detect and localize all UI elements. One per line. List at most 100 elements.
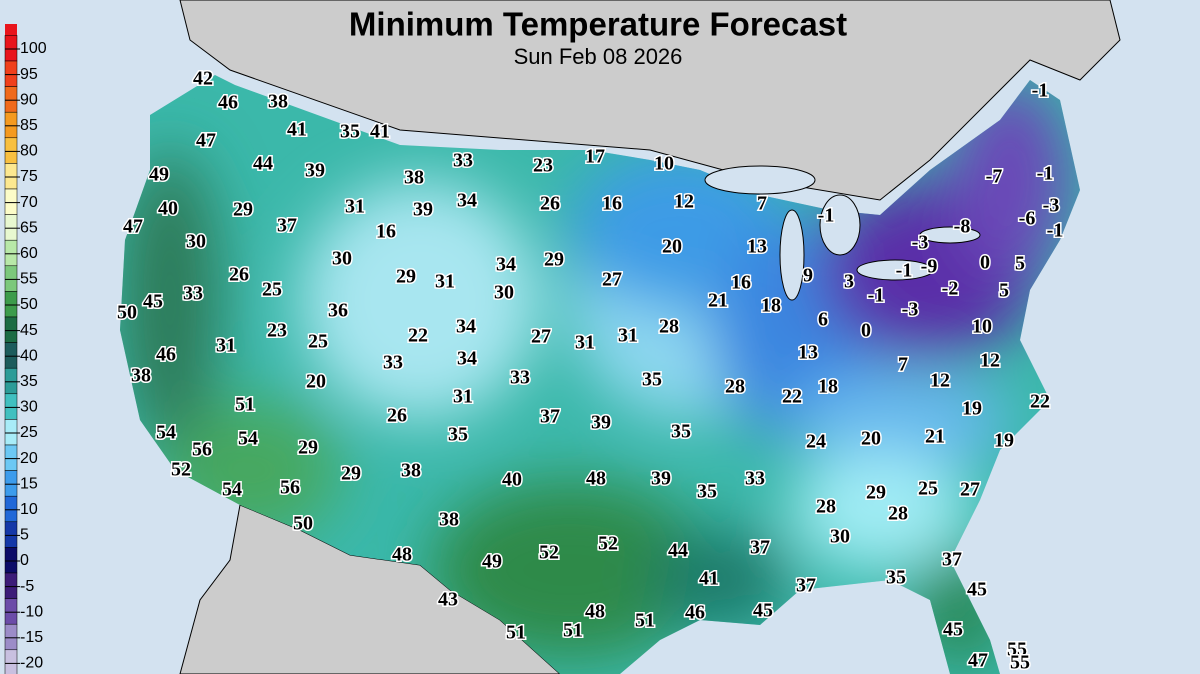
temperature-label: 0: [980, 252, 990, 274]
legend-label: 15: [20, 475, 38, 492]
temperature-label: 47: [196, 130, 216, 152]
legend-label: 45: [20, 322, 38, 339]
legend-label: 50: [20, 296, 38, 313]
temperature-label: 18: [761, 295, 781, 317]
temperature-label: 6: [818, 309, 828, 331]
temperature-label: 31: [453, 386, 473, 408]
temperature-label: 35: [671, 421, 691, 443]
color-bar-segment: [4, 60, 18, 87]
temperature-label: 33: [510, 367, 530, 389]
temperature-label: 10: [972, 316, 992, 338]
color-bar-segment: [4, 393, 18, 420]
temperature-label: 26: [387, 405, 407, 427]
temperature-label: 35: [697, 481, 717, 503]
temperature-label: 29: [866, 482, 886, 504]
temperature-label: 5: [1015, 253, 1025, 275]
temperature-label: 49: [482, 551, 502, 573]
temperature-label: 45: [753, 600, 773, 622]
temperature-label: 22: [782, 386, 802, 408]
temperature-label: 19: [994, 430, 1014, 452]
legend-label: 40: [20, 347, 38, 364]
temperature-label: 55: [1007, 639, 1027, 661]
temperature-label: 24: [806, 431, 826, 453]
temperature-label: 40: [502, 469, 522, 491]
color-bar-segment: [4, 521, 18, 548]
temperature-label: 42: [193, 68, 213, 90]
temperature-label: 46: [685, 602, 705, 624]
legend-label: 70: [20, 194, 38, 211]
temperature-label: 37: [750, 537, 770, 559]
temperature-label: 21: [925, 426, 945, 448]
color-bar-segment: [4, 35, 18, 62]
temperature-label: 45: [143, 291, 163, 313]
color-bar-segment: [4, 547, 18, 574]
temperature-label: 28: [659, 316, 679, 338]
legend: 1009590858075706560555045403530252015105…: [4, 24, 47, 674]
temperature-label: 20: [306, 371, 326, 393]
temperature-label: 35: [448, 424, 468, 446]
temperature-label: 31: [345, 196, 365, 218]
legend-label: 5: [20, 527, 29, 544]
temperature-label: 51: [235, 394, 255, 416]
temperature-label: 38: [131, 365, 151, 387]
temperature-label: 35: [642, 369, 662, 391]
temperature-label: 46: [156, 344, 176, 366]
temperature-label: 20: [662, 236, 682, 258]
temperature-label: 49: [149, 164, 169, 186]
temperature-label: 56: [280, 477, 300, 499]
legend-label: 65: [20, 219, 38, 236]
legend-label: 55: [20, 271, 38, 288]
color-bar-segment: [4, 419, 18, 446]
temperature-label: 45: [967, 579, 987, 601]
temperature-label: 29: [298, 437, 318, 459]
temperature-label: 28: [888, 503, 908, 525]
temperature-label: 18: [818, 376, 838, 398]
color-bar-segment: [4, 444, 18, 471]
legend-label: 0: [20, 552, 29, 569]
temperature-label: -2: [942, 278, 959, 300]
temperature-label: 39: [651, 468, 671, 490]
temperature-label: 34: [457, 348, 477, 370]
temperature-label: 30: [332, 248, 352, 270]
temperature-label: 28: [816, 496, 836, 518]
temperature-label: 56: [192, 439, 212, 461]
legend-label: 25: [20, 424, 38, 441]
temperature-label: 30: [494, 282, 514, 304]
color-bar-segment: [4, 239, 18, 267]
temperature-label: 39: [305, 160, 325, 182]
color-bar-segment: [4, 137, 18, 164]
legend-label: -20: [20, 655, 43, 672]
temperature-label: 29: [544, 249, 564, 271]
temperature-label: 48: [585, 601, 605, 623]
temperature-label: 25: [918, 478, 938, 500]
temperature-label: 26: [229, 264, 249, 286]
temperature-label: 17: [585, 146, 605, 168]
temperature-label: 13: [798, 342, 818, 364]
temperature-label: 33: [745, 468, 765, 490]
temperature-label: 52: [598, 533, 618, 555]
color-bar-segment: [4, 111, 18, 139]
temperature-label: 31: [216, 335, 236, 357]
temperature-label: 30: [830, 526, 850, 548]
temperature-label: 7: [898, 354, 908, 376]
temperature-label: 48: [392, 544, 412, 566]
temperature-label: 45: [943, 619, 963, 641]
color-bar-top: [5, 24, 17, 36]
temperature-label: 12: [930, 370, 950, 392]
legend-label: -10: [20, 603, 43, 620]
temperature-label: 47: [123, 216, 143, 238]
temperature-label: 29: [341, 463, 361, 485]
color-bar-segment: [4, 342, 18, 369]
temperature-label: 9: [803, 265, 813, 287]
color-bar-segment: [4, 623, 18, 651]
color-bar-segment: [4, 367, 18, 395]
color-bar-segment: [4, 86, 18, 113]
temperature-label: 54: [238, 428, 258, 450]
temperature-label: 7: [757, 193, 767, 215]
temperature-label: 41: [370, 121, 390, 143]
color-bar-segment: [4, 495, 18, 523]
temperature-label: 36: [328, 300, 348, 322]
temperature-label: 30: [186, 231, 206, 253]
